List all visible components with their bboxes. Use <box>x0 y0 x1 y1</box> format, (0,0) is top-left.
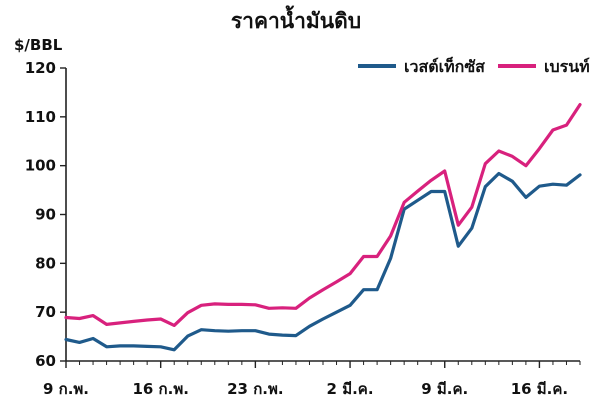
x-tick-label: 2 มี.ค. <box>327 380 374 398</box>
x-tick-label: 9 ก.พ. <box>43 380 89 398</box>
x-tick-label: 23 ก.พ. <box>227 380 283 398</box>
y-tick-label: 80 <box>35 254 56 272</box>
plot-area <box>64 103 582 352</box>
y-tick-label: 60 <box>35 352 56 370</box>
x-tick-label: 16 มี.ค. <box>511 380 568 398</box>
legend-label-1: เวสต์เท็กซัส <box>404 55 485 76</box>
axes: 60 70 80 90 100 110 120 9 ก.พ. 16 ก.พ. 23 ก.พ. 2 ม… <box>25 59 581 398</box>
chart-title: ราคาน้ำมันดิบ <box>231 5 361 33</box>
y-tick-label: 120 <box>25 59 56 77</box>
y-tick-label: 90 <box>35 206 56 224</box>
y-tick-label: 110 <box>25 108 56 126</box>
y-tick-label: 100 <box>25 157 56 175</box>
y-axis-unit-label: $/BBL <box>14 36 63 54</box>
x-tick-label: 16 ก.พ. <box>132 380 188 398</box>
x-tick-label: 9 มี.ค. <box>421 380 468 398</box>
series-line-2 <box>64 103 582 327</box>
series-line-1 <box>64 171 582 352</box>
y-tick-label: 70 <box>35 303 56 321</box>
legend-label-2: เบรนท์ <box>544 57 590 76</box>
legend: เวสต์เท็กซัส เบรนท์ <box>358 55 590 76</box>
